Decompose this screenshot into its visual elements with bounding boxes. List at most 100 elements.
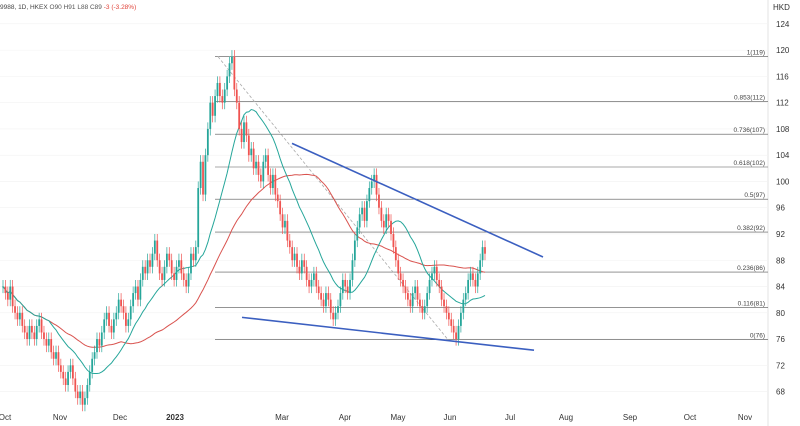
candle-body — [141, 266, 144, 280]
candle-body — [428, 279, 431, 294]
candle-body — [300, 260, 303, 274]
candle-body — [279, 201, 282, 215]
candle-body — [322, 299, 325, 307]
candle-body — [149, 260, 151, 267]
candle-body — [262, 161, 265, 182]
fib-label: 0.618(102) — [734, 160, 765, 167]
candle-body — [4, 286, 7, 294]
candle-body — [178, 260, 180, 267]
candle-body — [84, 398, 86, 405]
candle-body — [310, 279, 313, 287]
candle-body — [132, 293, 135, 307]
candle-body — [267, 155, 269, 175]
candle-body — [209, 102, 212, 129]
candle-body — [45, 339, 48, 346]
candle-body — [353, 240, 356, 261]
candle-body — [170, 260, 173, 274]
upper-trendline[interactable] — [291, 142, 544, 258]
y-tick-label: 116 — [776, 72, 789, 81]
x-tick-label: 2023 — [166, 413, 184, 422]
candle-body — [378, 194, 380, 208]
candle-body — [2, 286, 4, 288]
candle-body — [346, 286, 349, 294]
candle-body — [264, 155, 267, 162]
candle-body — [259, 174, 262, 182]
candle-body — [74, 378, 77, 392]
candle-body — [245, 122, 248, 136]
candle-body — [286, 220, 289, 241]
candle-body — [98, 339, 101, 346]
y-tick-label: 104 — [776, 151, 790, 160]
candle-body — [349, 279, 351, 294]
candle-body — [457, 325, 460, 340]
candle-body — [255, 161, 257, 169]
candle-body — [206, 128, 209, 156]
candle-body — [14, 306, 16, 313]
candle-body — [284, 220, 286, 228]
candle-body — [16, 312, 19, 320]
candle-body — [100, 332, 103, 346]
ma-short-line — [2, 108, 486, 374]
candle-body — [214, 96, 216, 116]
candle-body — [204, 155, 207, 195]
x-tick-label: Sep — [623, 413, 638, 422]
candle-body — [235, 89, 238, 103]
candle-body — [426, 293, 429, 307]
candle-body — [31, 325, 33, 333]
candle-body — [115, 312, 118, 320]
candle-body — [180, 260, 183, 274]
candle-body — [233, 56, 236, 90]
y-tick-label: 120 — [776, 46, 790, 55]
y-tick-label: 80 — [776, 309, 785, 318]
candle-body — [146, 260, 149, 274]
candle-body — [192, 253, 195, 261]
candle-body — [243, 122, 245, 143]
candle-body — [467, 279, 470, 294]
y-tick-label: 108 — [776, 125, 790, 134]
candles — [2, 50, 486, 412]
candle-body — [40, 319, 43, 333]
candle-body — [144, 266, 147, 274]
candle-body — [421, 306, 424, 313]
candle-body — [281, 214, 284, 228]
candle-body — [190, 253, 192, 274]
candle-body — [382, 220, 385, 228]
candle-body — [440, 286, 443, 300]
candle-body — [351, 260, 354, 280]
x-tick-label: May — [390, 413, 405, 422]
candle-body — [308, 279, 310, 287]
candle-body — [481, 247, 484, 261]
candle-body — [370, 181, 373, 189]
fib-label: 1(119) — [747, 50, 765, 57]
y-tick-label: 124 — [776, 20, 790, 29]
ohlc-values: O90 H91 L88 C89 — [49, 4, 102, 11]
y-tick-label: 84 — [776, 283, 785, 292]
x-tick-label: Nov — [53, 413, 67, 422]
y-tick-label: 88 — [776, 256, 785, 265]
x-tick-label: Apr — [339, 413, 352, 422]
candle-body — [26, 332, 28, 340]
candle-body — [455, 332, 457, 340]
candle-body — [175, 266, 178, 280]
y-tick-label: 92 — [776, 230, 785, 239]
y-tick-label: 72 — [776, 361, 785, 370]
y-tick-label: 96 — [776, 204, 785, 213]
trendlines[interactable] — [241, 142, 544, 352]
candle-body — [419, 299, 421, 307]
x-tick-label: Mar — [275, 413, 289, 422]
candle-body — [288, 240, 291, 248]
y-tick-label: 76 — [776, 335, 785, 344]
candle-body — [344, 279, 347, 287]
candle-body — [380, 207, 383, 221]
candle-body — [387, 214, 390, 221]
candle-body — [122, 306, 125, 313]
candle-body — [194, 247, 197, 261]
candle-body — [469, 273, 472, 280]
candle-body — [64, 378, 67, 386]
candle-body — [409, 299, 412, 307]
lower-trendline[interactable] — [241, 316, 535, 352]
candle-body — [479, 260, 482, 274]
y-axis-unit: HKD — [773, 3, 790, 12]
price-change: -3 (-3.28%) — [103, 4, 137, 11]
